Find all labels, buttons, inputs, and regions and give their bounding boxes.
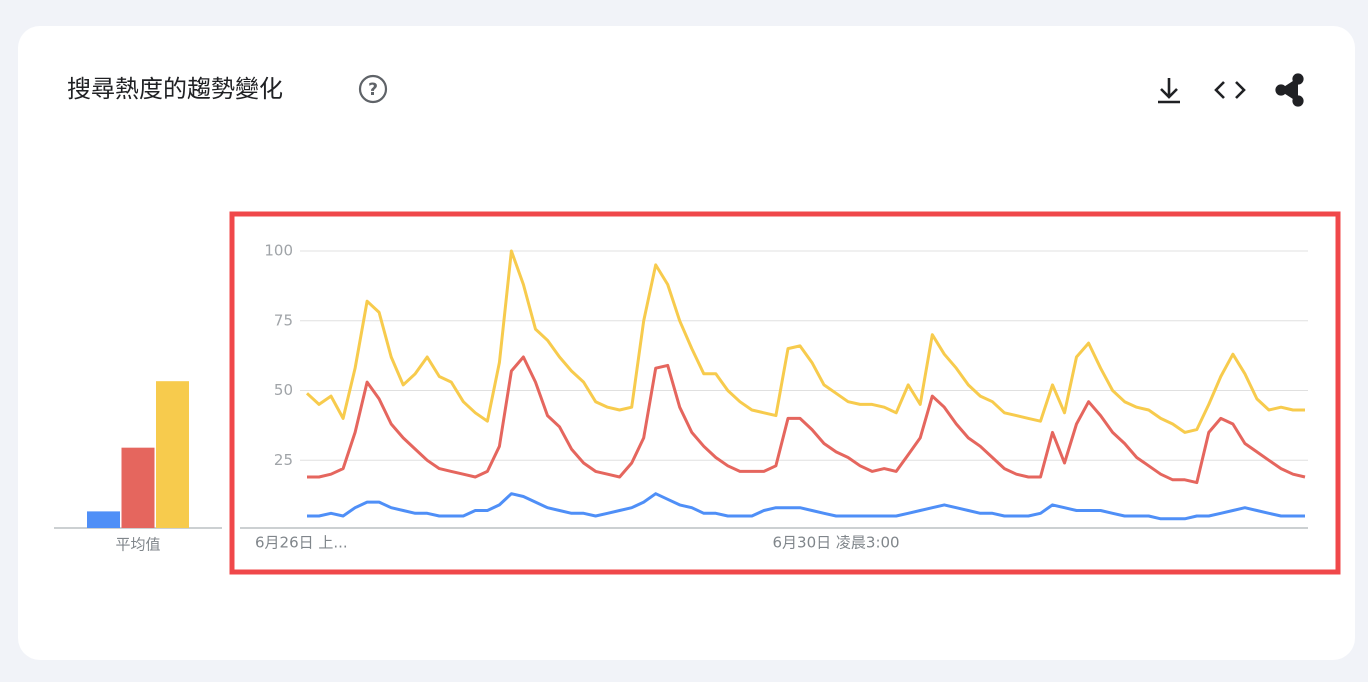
card-title: 搜尋熱度的趨勢變化	[67, 75, 283, 103]
average-bar	[87, 511, 120, 528]
y-tick-label: 100	[264, 242, 293, 260]
x-tick-label: 6月30日 凌晨3:00	[773, 534, 900, 552]
trend-line	[307, 355, 1306, 485]
x-tick-label: 6月26日 上...	[255, 534, 348, 552]
svg-text:?: ?	[368, 80, 378, 100]
download-icon[interactable]	[1158, 78, 1180, 104]
trend-line	[305, 249, 1305, 434]
y-tick-label: 50	[274, 381, 293, 399]
card	[18, 26, 1355, 660]
help-icon[interactable]: ?	[358, 74, 388, 104]
highlight-box	[229, 211, 1341, 575]
average-bar	[156, 381, 189, 528]
y-tick-label: 75	[274, 311, 293, 329]
x-tick-label: 平均值	[115, 536, 160, 554]
trend-line	[307, 492, 1305, 521]
average-bar	[121, 447, 155, 528]
y-tick-label: 25	[274, 451, 293, 469]
embed-icon[interactable]	[1214, 81, 1246, 99]
share-icon[interactable]	[1275, 73, 1304, 107]
